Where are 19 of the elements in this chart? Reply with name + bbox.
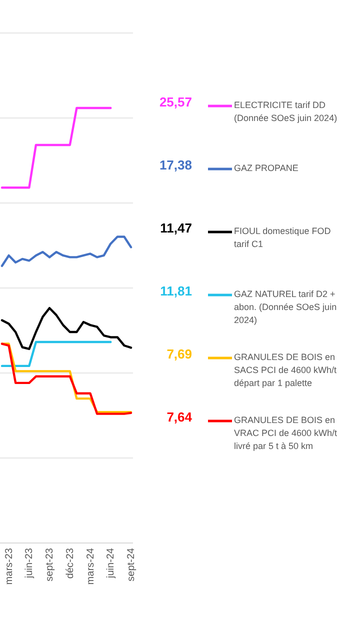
- legend-label: GRANULES DE BOIS en VRAC PCI de 4600 kWh/t livré par 5 t à 50 km: [234, 414, 338, 452]
- text: 11,47: [160, 220, 192, 236]
- x-tick-label: sept-23: [44, 548, 56, 582]
- legend-label: GRANULES DE BOIS en SACS PCI de 4600 kWh/t départ par 1 palette: [234, 352, 338, 388]
- text: 17,38: [159, 157, 192, 172]
- x-tick-label: juin-23: [24, 548, 36, 580]
- x-tick-label: déc-23: [64, 548, 76, 579]
- text: 7,69: [166, 346, 192, 362]
- text: 25,57: [159, 94, 192, 110]
- legend-label: ELECTRICITE tarif DD (Donnée SOeS juin 2024): [234, 100, 338, 123]
- x-tick-label: juin-24: [106, 548, 117, 580]
- x-tick-label: sept-24: [126, 548, 137, 582]
- text: 7,64: [166, 409, 193, 424]
- x-tick-label: mars-24: [85, 548, 96, 585]
- text: 11,81: [160, 283, 192, 298]
- x-tick-label: mars-23: [4, 548, 15, 585]
- legend-label: FIOUL domestique FOD tarif C1: [234, 226, 332, 249]
- legend-label: GAZ NATUREL tarif D2 + abon. (Donnée SOeS juin 2024): [234, 288, 337, 326]
- legend-label: GAZ PROPANE: [234, 162, 298, 173]
